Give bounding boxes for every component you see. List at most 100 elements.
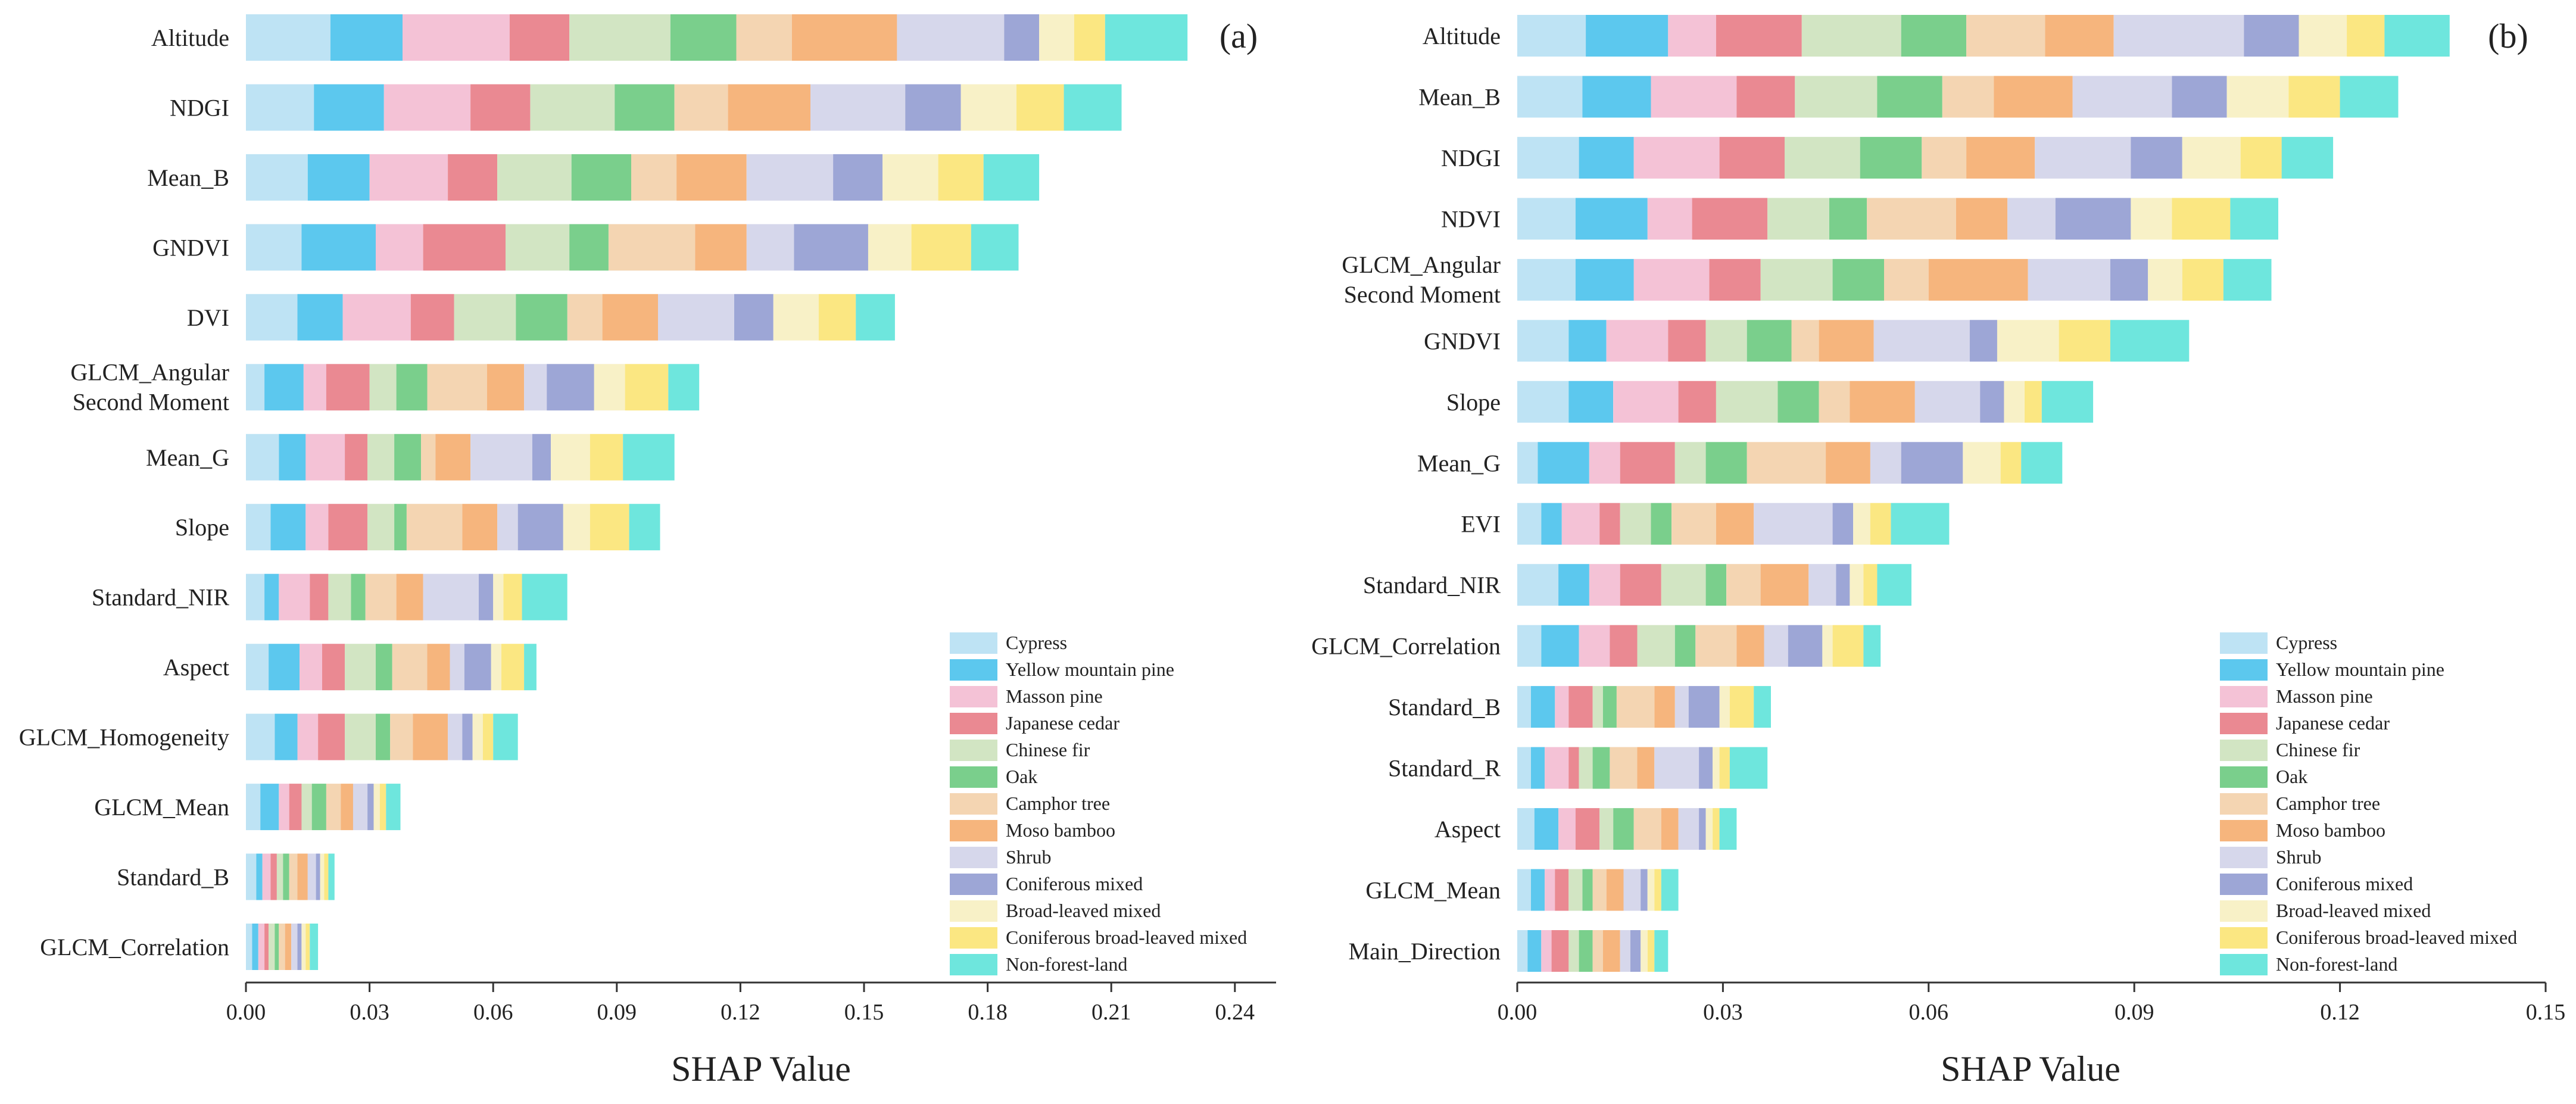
- panel-b-legend-label-non-forest-land: Non-forest-land: [2276, 953, 2397, 975]
- panel-b-bar-slope-yellow-mountain-pine: [1568, 381, 1614, 423]
- panel-a-bar-glcm-mean-broad-leaved-mixed: [373, 784, 380, 831]
- panel-a-bar-glcm-homogeneity-broad-leaved-mixed: [472, 713, 483, 760]
- panel-a-bar-dvi-oak: [516, 294, 567, 341]
- panel-a-bar-glcm-correlation-broad-leaved-mixed: [301, 924, 306, 970]
- panel-b-bar-aspect-broad-leaved-mixed: [1705, 808, 1713, 850]
- panel-b-bar-mean-g-oak: [1705, 442, 1747, 484]
- panel-a-bar-altitude-chinese-fir: [569, 14, 670, 61]
- panel-a-bar-standard-b-shrub: [307, 853, 316, 900]
- panel-b-feature-label-aspect: Aspect: [1434, 816, 1501, 843]
- panel-b-legend-swatch-non-forest-land: [2220, 954, 2268, 975]
- panel-b-bar-standard-r-coniferous-mixed: [1699, 747, 1713, 789]
- panel-b-bar-mean-b-coniferous-mixed: [2172, 76, 2227, 118]
- panel-a-bar-aspect-coniferous-mixed: [464, 644, 491, 691]
- panel-a-bar-glcm-angular-second-moment-moso-bamboo: [486, 364, 525, 411]
- panel-b-feature-label-mean-b: Mean_B: [1418, 84, 1501, 111]
- panel-b-bar-slope-moso-bamboo: [1850, 381, 1915, 423]
- panel-b-bar-glcm-angular-second-moment-moso-bamboo: [1928, 258, 2028, 301]
- panel-a-bar-mean-b-shrub: [746, 154, 834, 201]
- panel-a-legend-label-coniferous-mixed: Coniferous mixed: [1006, 873, 1143, 894]
- panel-a-legend-label-yellow-mountain-pine: Yellow mountain pine: [1006, 659, 1174, 680]
- panel-b-bar-mean-g-chinese-fir: [1674, 442, 1706, 484]
- panel-b-bar-aspect-yellow-mountain-pine: [1534, 808, 1559, 850]
- panel-a-bar-mean-g-non-forest-land: [623, 434, 675, 481]
- panel-b-bar-glcm-mean-broad-leaved-mixed: [1647, 869, 1655, 911]
- panel-b-bar-standard-r-chinese-fir: [1579, 747, 1593, 789]
- panel-a-bar-mean-g-coniferous-broad-leaved-mixed: [590, 434, 623, 481]
- panel-b-bar-glcm-angular-second-moment-coniferous-broad-leaved-mixed: [2182, 258, 2223, 301]
- panel-a-legend-swatch-oak: [950, 766, 997, 788]
- panel-b-bar-gndvi-non-forest-land: [2110, 320, 2190, 362]
- panel-b-bar-gndvi-oak: [1747, 320, 1792, 362]
- panel-b-bar-ndvi-camphor-tree: [1867, 198, 1956, 240]
- panel-b-bar-glcm-correlation-coniferous-mixed: [1788, 625, 1823, 667]
- panel-b-bar-evi-shrub: [1754, 503, 1833, 545]
- panel-a-bar-standard-b-japanese-cedar: [270, 853, 277, 900]
- panel-a-legend-swatch-chinese-fir: [950, 740, 997, 761]
- panel-b-bar-gndvi-coniferous-broad-leaved-mixed: [2059, 320, 2110, 362]
- panel-a-legend-label-masson-pine: Masson pine: [1006, 685, 1103, 707]
- panel-a-feature-label-aspect: Aspect: [163, 654, 229, 681]
- panel-b-bar-altitude-yellow-mountain-pine: [1586, 15, 1669, 57]
- panel-a-bar-mean-g-cypress: [246, 434, 279, 481]
- panel-a-bar-dvi-masson-pine: [342, 294, 411, 341]
- panel-a-bar-ndgi-yellow-mountain-pine: [314, 84, 384, 131]
- panel-a-bar-gndvi-camphor-tree: [609, 224, 696, 271]
- panel-a-bar-slope-masson-pine: [305, 504, 329, 551]
- panel-b-bar-ndvi-coniferous-mixed: [2055, 198, 2131, 240]
- panel-b-bar-gndvi-shrub: [1873, 320, 1970, 362]
- panel-b-bar-standard-b-cypress: [1517, 686, 1531, 728]
- panel-b-bar-standard-b-coniferous-mixed: [1688, 686, 1720, 728]
- panel-a-bar-glcm-angular-second-moment-camphor-tree: [427, 364, 487, 411]
- panel-a-bar-mean-g-japanese-cedar: [345, 434, 368, 481]
- panel-b-legend-label-camphor-tree: Camphor tree: [2276, 793, 2380, 814]
- panel-b-feature-label-slope: Slope: [1446, 389, 1501, 416]
- panel-b: (b) SHAP Value Altitude Mean_B NDGI NDVI GLC…: [1311, 15, 2565, 1089]
- panel-a-bar-aspect-masson-pine: [300, 644, 323, 691]
- panel-b-bar-standard-r-cypress: [1517, 747, 1531, 789]
- panel-a-bar-mean-g-masson-pine: [305, 434, 345, 481]
- panel-b-bar-evi-non-forest-land: [1891, 503, 1950, 545]
- panel-b-bar-mean-g-japanese-cedar: [1620, 442, 1675, 484]
- panel-b-feature-label-mean-g: Mean_G: [1417, 450, 1501, 476]
- panel-a-legend-label-japanese-cedar: Japanese cedar: [1006, 712, 1119, 734]
- panel-a-feature-label-glcm-mean: GLCM_Mean: [94, 794, 229, 821]
- panel-a-feature-label-gndvi: GNDVI: [152, 234, 229, 261]
- panel-b-bar-mean-g-coniferous-mixed: [1901, 442, 1963, 484]
- panel-b-legend-swatch-moso-bamboo: [2220, 820, 2268, 841]
- panel-b-bar-slope-coniferous-mixed: [1980, 381, 2004, 423]
- panel-a-x-tick-label: 0.18: [968, 1000, 1008, 1025]
- panel-a-bar-gndvi-yellow-mountain-pine: [301, 224, 376, 271]
- panel-b-bar-ndvi-broad-leaved-mixed: [2131, 198, 2172, 240]
- panel-a-bar-glcm-correlation-shrub: [291, 924, 298, 970]
- panel-a-x-tick-label: 0.24: [1215, 1000, 1255, 1025]
- panel-b-bar-mean-b-japanese-cedar: [1736, 76, 1795, 118]
- panel-b-bar-aspect-non-forest-land: [1719, 808, 1737, 850]
- panel-a-bar-glcm-angular-second-moment-masson-pine: [303, 364, 326, 411]
- panel-b-bar-slope-shrub: [1914, 381, 1981, 423]
- panel-b-bar-standard-r-japanese-cedar: [1568, 747, 1579, 789]
- panel-b-legend-label-japanese-cedar: Japanese cedar: [2276, 712, 2390, 734]
- panel-b-bar-evi-yellow-mountain-pine: [1541, 503, 1562, 545]
- panel-b-legend-swatch-oak: [2220, 766, 2268, 788]
- panel-b-bar-altitude-shrub: [2113, 15, 2244, 57]
- panel-a-bar-aspect-non-forest-land: [524, 644, 537, 691]
- panel-b-bar-glcm-correlation-camphor-tree: [1695, 625, 1737, 667]
- panel-b-feature-label-glcm-correlation: GLCM_Correlation: [1311, 633, 1501, 660]
- panel-a-bar-dvi-cypress: [246, 294, 298, 341]
- panel-a-bar-glcm-homogeneity-masson-pine: [297, 713, 319, 760]
- panel-b-legend-label-yellow-mountain-pine: Yellow mountain pine: [2276, 659, 2444, 680]
- panel-a-bar-standard-b-camphor-tree: [289, 853, 298, 900]
- panel-a-bar-glcm-mean-coniferous-broad-leaved-mixed: [379, 784, 386, 831]
- panel-b-bar-standard-nir-coniferous-broad-leaved-mixed: [1863, 564, 1878, 606]
- panel-b-bar-glcm-angular-second-moment-broad-leaved-mixed: [2148, 258, 2182, 301]
- panel-b-bar-glcm-mean-moso-bamboo: [1606, 869, 1624, 911]
- panel-a-bar-standard-nir-cypress: [246, 573, 265, 620]
- panel-b-bar-main-direction-chinese-fir: [1568, 930, 1579, 972]
- panel-b-bar-aspect-masson-pine: [1558, 808, 1576, 850]
- panel-b-bar-standard-b-coniferous-broad-leaved-mixed: [1729, 686, 1754, 728]
- panel-b-bar-main-direction-non-forest-land: [1654, 930, 1669, 972]
- panel-b-bar-ndvi-non-forest-land: [2230, 198, 2278, 240]
- panel-b-bar-standard-nir-shrub: [1808, 564, 1836, 606]
